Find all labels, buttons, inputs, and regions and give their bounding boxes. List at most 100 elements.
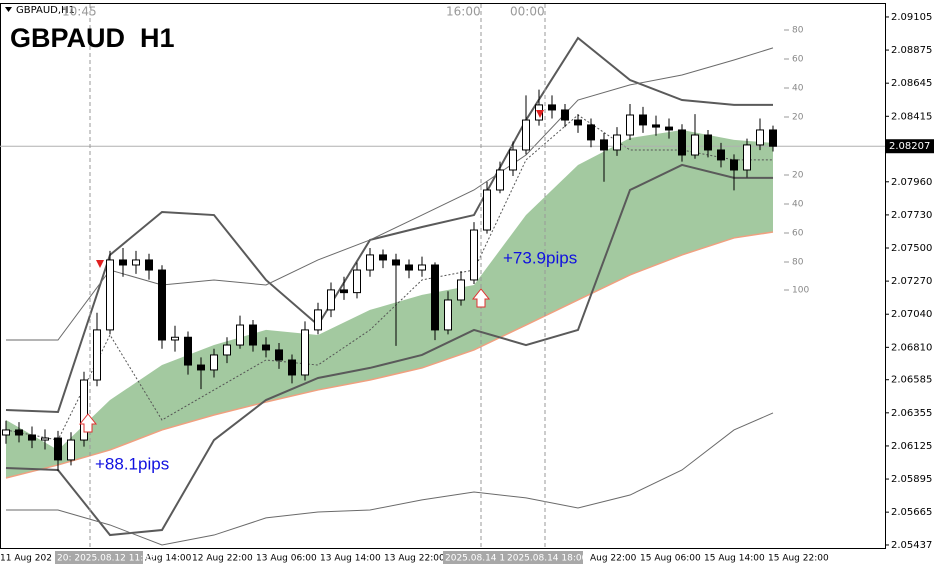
x-tick-label: 13 Aug 22:00: [384, 554, 445, 564]
candle-body: [171, 336, 179, 341]
candle-body: [15, 429, 23, 436]
candle-body: [184, 336, 192, 366]
candle-body: [353, 269, 361, 294]
candle-body: [587, 124, 595, 141]
osc-label: 80: [792, 258, 804, 268]
candle-body: [379, 254, 387, 261]
top-time-label: 16:00: [446, 5, 481, 19]
candle-body: [327, 289, 335, 311]
buy-arrow: [471, 288, 491, 308]
x-tick-label: 15 Aug 06:00: [640, 554, 701, 564]
x-tick-label: 12 Aug 22:00: [192, 554, 253, 564]
candle-body: [262, 344, 270, 351]
candle-body: [314, 309, 322, 331]
candle-body: [483, 189, 491, 231]
top-time-label: 10:45: [62, 5, 97, 19]
candle-body: [158, 269, 166, 341]
sell-mark: [536, 110, 544, 118]
tab-icon: [5, 7, 12, 12]
y-tick-label: 2.08415: [891, 111, 932, 122]
candle-body: [197, 364, 205, 371]
candle-body: [561, 109, 569, 121]
candle-body: [600, 139, 608, 151]
candle-body: [704, 134, 712, 151]
candle-body: [756, 129, 764, 146]
pips-annotation: +88.1pips: [95, 454, 169, 473]
osc-label: 60: [792, 55, 804, 65]
candle-body: [678, 129, 686, 156]
y-tick-label: 2.05895: [891, 474, 932, 485]
candle-body: [457, 279, 465, 301]
cursor-label: 2025.08.14 18:00: [507, 554, 588, 564]
candle-body: [574, 119, 582, 126]
candle-body: [639, 114, 647, 126]
candle-body: [119, 259, 127, 266]
y-tick-label: 2.07730: [891, 210, 932, 221]
osc-label: 80: [792, 26, 804, 36]
current-price-label: 2.08207: [889, 141, 930, 152]
candle-body: [665, 126, 673, 131]
x-tick-label: Aug 14:00: [145, 554, 192, 564]
candle-body: [93, 329, 101, 381]
candle-body: [613, 134, 621, 151]
candle-body: [236, 324, 244, 346]
candle-body: [340, 289, 348, 294]
cursor-label-box: [505, 551, 583, 564]
plot-frame: [0, 3, 886, 549]
y-tick-label: 2.06355: [891, 408, 932, 419]
candle-body: [496, 169, 504, 191]
y-tick-label: 2.09105: [891, 12, 932, 23]
candle-body: [210, 354, 218, 371]
candle-body: [431, 264, 439, 331]
candle-body: [132, 259, 140, 266]
cursor-label-box: [55, 551, 143, 564]
candle-body: [743, 144, 751, 171]
candle-body: [626, 114, 634, 136]
current-price-box: [886, 139, 934, 154]
candle-body: [366, 254, 374, 271]
candle-body: [522, 119, 530, 151]
candle-body: [444, 299, 452, 331]
x-tick-label: 15 Aug 14:00: [704, 554, 765, 564]
candle-body: [67, 439, 75, 461]
indicator-line: [5, 36, 773, 413]
symbol-tab: GBPAUD,H1: [16, 5, 75, 16]
candle-body: [470, 229, 478, 281]
osc-label: 20: [792, 171, 804, 181]
candle-body: [548, 104, 556, 111]
x-tick-label: 15 Aug 22:00: [768, 554, 829, 564]
candle-body: [106, 259, 114, 331]
candle-body: [392, 259, 400, 266]
cloud-area: [6, 129, 773, 479]
y-tick-label: 2.07270: [891, 276, 932, 287]
x-tick-label: Aug 22:00: [590, 554, 637, 564]
candle-body: [652, 124, 660, 128]
indicator-line: [6, 412, 774, 546]
candle-body: [2, 429, 10, 436]
y-tick-label: 2.07040: [891, 309, 932, 320]
osc-label: 20: [792, 113, 804, 123]
pips-annotation: +73.9pips: [503, 248, 577, 267]
candle-body: [301, 329, 309, 376]
top-time-label: 00:00: [510, 5, 545, 19]
candle-body: [717, 149, 725, 161]
candle-body: [769, 129, 777, 147]
chart-title: GBPAUD H1: [10, 23, 175, 53]
candle-body: [691, 134, 699, 156]
candle-body: [54, 437, 62, 461]
cursor-label: 20: 2025.08.12 11:45: [57, 554, 155, 564]
y-tick-label: 2.08645: [891, 78, 932, 89]
cloud-edge: [5, 231, 774, 479]
indicator-line: [6, 47, 774, 341]
osc-label: 40: [792, 200, 804, 210]
candle-body: [275, 349, 283, 361]
indicator-line: [5, 163, 773, 537]
candle-body: [41, 437, 49, 441]
sell-mark: [96, 260, 104, 268]
x-tick-label: 13 Aug 14:00: [320, 554, 381, 564]
candle-body: [418, 264, 426, 271]
y-tick-label: 2.06125: [891, 441, 932, 452]
background-layer: [0, 36, 885, 546]
candle-body: [249, 324, 257, 346]
